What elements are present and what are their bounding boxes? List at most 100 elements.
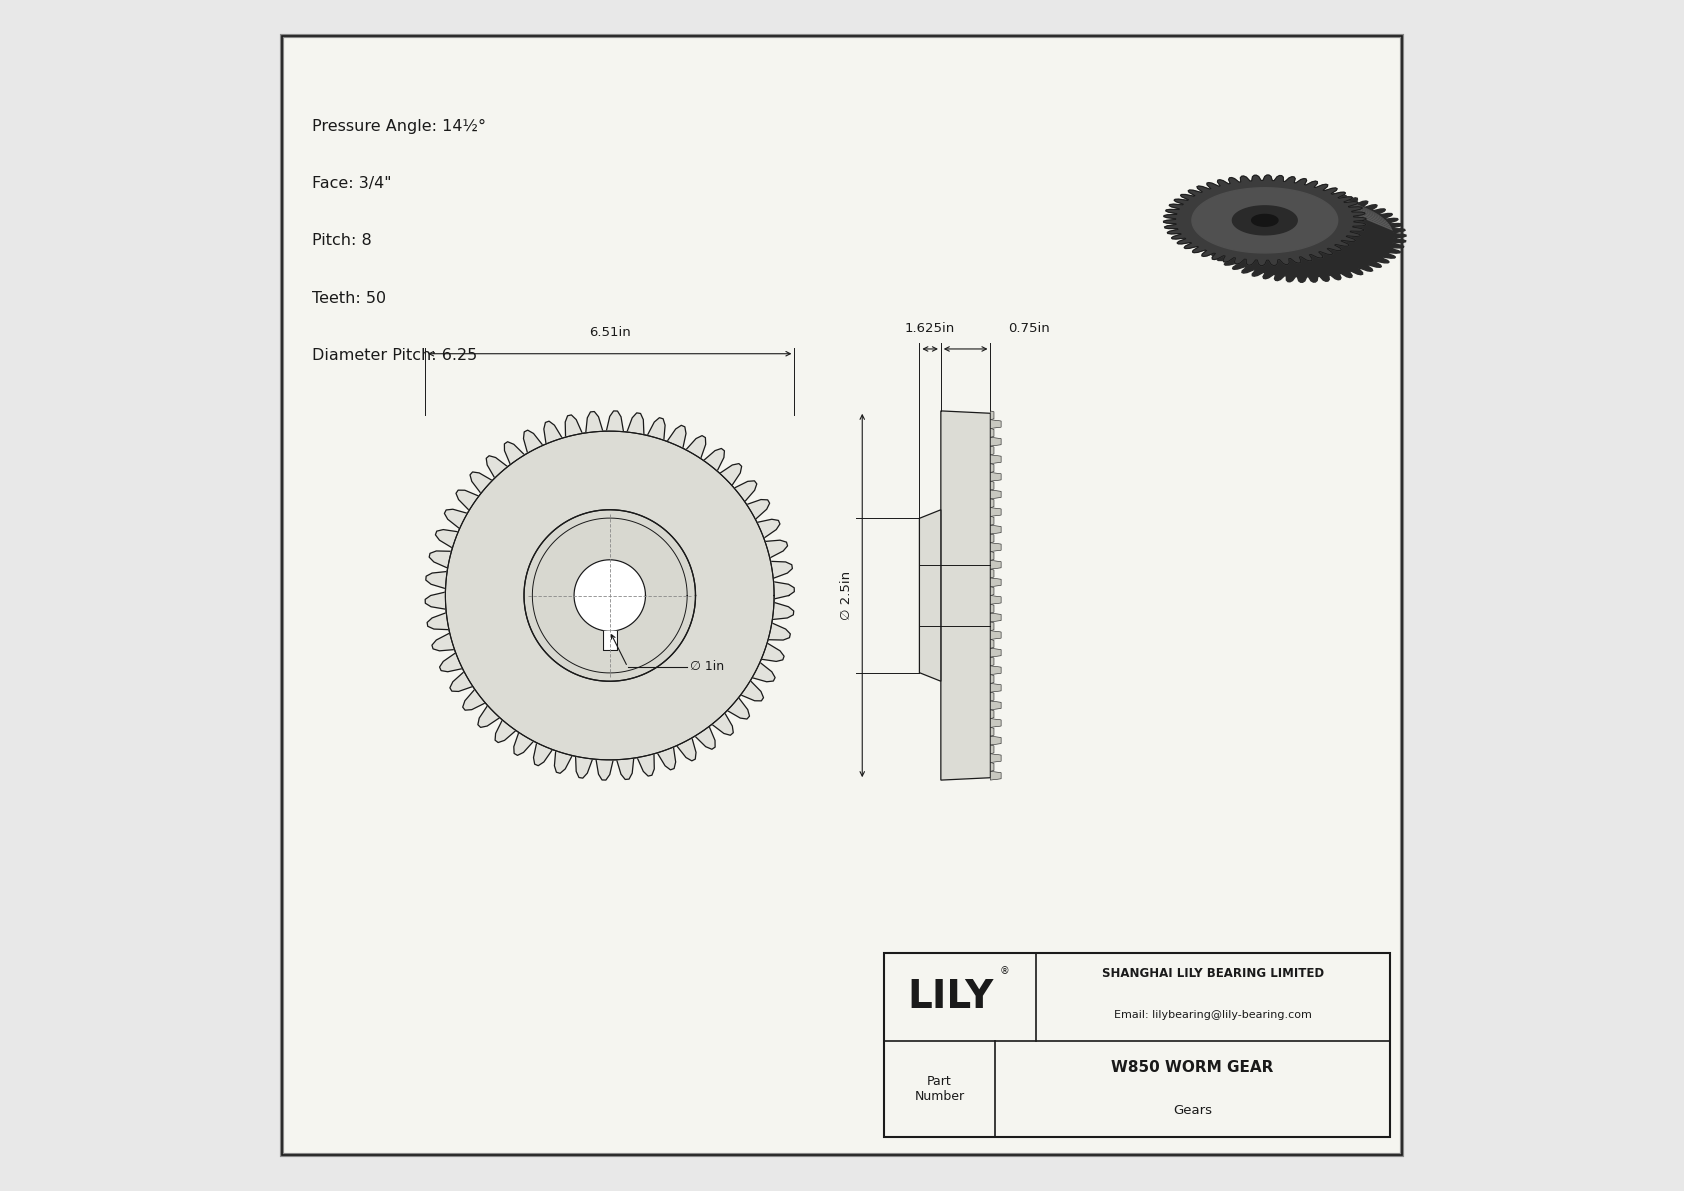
Polygon shape <box>1251 214 1278 226</box>
Polygon shape <box>1312 186 1356 205</box>
Polygon shape <box>990 507 1000 517</box>
Text: Pitch: 8: Pitch: 8 <box>312 233 372 249</box>
Polygon shape <box>990 437 1000 447</box>
Polygon shape <box>990 754 1000 762</box>
Polygon shape <box>1342 201 1386 220</box>
Polygon shape <box>990 648 1000 657</box>
Polygon shape <box>1307 186 1351 202</box>
Polygon shape <box>990 447 994 455</box>
Text: Teeth: 50: Teeth: 50 <box>312 291 386 306</box>
Text: 0.75in: 0.75in <box>1009 322 1051 335</box>
Text: Email: lilybearing@lily-bearing.com: Email: lilybearing@lily-bearing.com <box>1113 1010 1312 1019</box>
Polygon shape <box>1196 194 1239 212</box>
Polygon shape <box>1202 191 1246 208</box>
Polygon shape <box>1278 181 1322 198</box>
Polygon shape <box>990 499 994 507</box>
Polygon shape <box>990 728 994 736</box>
Polygon shape <box>990 604 994 613</box>
Circle shape <box>574 560 645 631</box>
Polygon shape <box>1177 210 1219 229</box>
Text: W850 WORM GEAR: W850 WORM GEAR <box>1111 1060 1273 1075</box>
Polygon shape <box>990 543 1000 551</box>
Polygon shape <box>1340 199 1383 218</box>
Circle shape <box>445 431 775 760</box>
Circle shape <box>524 510 695 681</box>
Polygon shape <box>990 419 1000 429</box>
Polygon shape <box>1209 188 1255 206</box>
Polygon shape <box>990 560 1000 569</box>
Polygon shape <box>990 657 994 666</box>
Polygon shape <box>990 631 1000 640</box>
Polygon shape <box>990 640 994 648</box>
Text: Face: 3/4": Face: 3/4" <box>312 176 391 192</box>
Polygon shape <box>1238 182 1282 199</box>
Polygon shape <box>1192 195 1236 214</box>
Polygon shape <box>990 710 994 718</box>
Polygon shape <box>1228 183 1271 201</box>
Polygon shape <box>1219 186 1263 202</box>
Polygon shape <box>990 455 1000 463</box>
Polygon shape <box>1324 191 1367 208</box>
Polygon shape <box>990 762 994 772</box>
Polygon shape <box>990 613 1000 622</box>
Polygon shape <box>990 534 994 543</box>
Text: 1.625in: 1.625in <box>904 322 955 335</box>
Polygon shape <box>1206 189 1250 207</box>
Polygon shape <box>1334 195 1378 214</box>
Polygon shape <box>990 490 1000 499</box>
Polygon shape <box>990 411 994 419</box>
Text: Pressure Angle: 14½°: Pressure Angle: 14½° <box>312 119 487 135</box>
Polygon shape <box>990 551 994 560</box>
Text: ∅ 2.5in: ∅ 2.5in <box>840 570 852 621</box>
Polygon shape <box>1347 205 1389 224</box>
Polygon shape <box>1177 212 1218 231</box>
Polygon shape <box>1283 181 1327 199</box>
Polygon shape <box>990 517 994 525</box>
Polygon shape <box>1223 185 1268 202</box>
Polygon shape <box>1233 206 1297 235</box>
Text: LILY: LILY <box>908 978 994 1016</box>
Polygon shape <box>1256 181 1302 198</box>
Polygon shape <box>1164 175 1366 266</box>
Text: ®: ® <box>1000 966 1010 975</box>
Polygon shape <box>919 510 941 681</box>
Polygon shape <box>1182 204 1224 222</box>
Polygon shape <box>990 596 1000 604</box>
Polygon shape <box>1349 207 1391 226</box>
Polygon shape <box>990 684 1000 692</box>
Polygon shape <box>1315 188 1359 206</box>
Text: ∅ 1in: ∅ 1in <box>689 661 724 673</box>
Polygon shape <box>1297 183 1342 201</box>
Polygon shape <box>1288 182 1332 199</box>
Polygon shape <box>1204 192 1406 282</box>
Polygon shape <box>990 736 1000 744</box>
Polygon shape <box>990 463 994 473</box>
Polygon shape <box>1246 181 1292 198</box>
Polygon shape <box>1302 185 1347 202</box>
Polygon shape <box>1180 205 1223 224</box>
Polygon shape <box>1330 194 1374 212</box>
Polygon shape <box>1346 204 1388 222</box>
Polygon shape <box>1327 192 1371 211</box>
Polygon shape <box>990 481 994 490</box>
Polygon shape <box>424 411 795 780</box>
Polygon shape <box>1293 182 1337 200</box>
Polygon shape <box>990 701 1000 710</box>
Polygon shape <box>990 718 1000 728</box>
Polygon shape <box>1268 181 1312 198</box>
Polygon shape <box>990 429 994 437</box>
Polygon shape <box>990 569 994 578</box>
Polygon shape <box>990 692 994 701</box>
Polygon shape <box>1189 198 1233 216</box>
Polygon shape <box>1320 189 1364 207</box>
Polygon shape <box>603 631 616 650</box>
Polygon shape <box>990 666 1000 674</box>
Polygon shape <box>1351 210 1393 229</box>
Polygon shape <box>1233 182 1276 200</box>
Polygon shape <box>990 525 1000 534</box>
Polygon shape <box>1352 212 1393 231</box>
Polygon shape <box>990 744 994 754</box>
Polygon shape <box>990 473 1000 481</box>
Polygon shape <box>1251 181 1297 198</box>
Polygon shape <box>941 411 990 780</box>
